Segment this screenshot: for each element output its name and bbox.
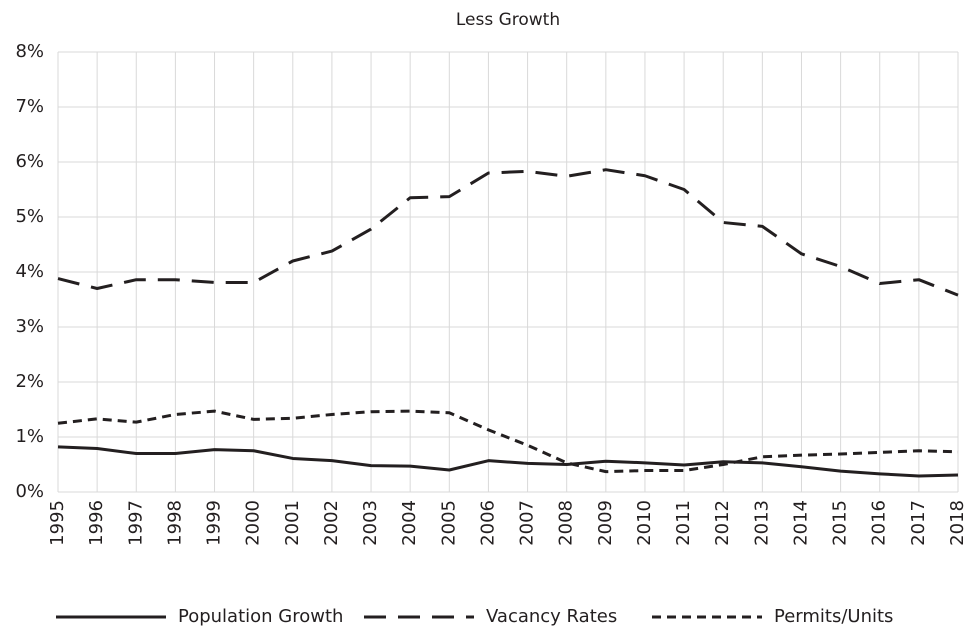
series-line bbox=[57, 409, 959, 474]
x-tick-label: 2002 bbox=[321, 500, 342, 546]
x-tick-label: 2007 bbox=[517, 500, 538, 546]
x-tick-label: 1996 bbox=[86, 500, 107, 546]
x-tick-label: 2011 bbox=[673, 500, 694, 546]
x-tick-label: 1998 bbox=[164, 500, 185, 546]
x-tick-label: 2000 bbox=[243, 500, 264, 546]
x-tick-label: 2006 bbox=[477, 500, 498, 546]
y-tick-label: 7% bbox=[15, 96, 44, 117]
x-tick-label: 2003 bbox=[360, 500, 381, 546]
y-tick-label: 5% bbox=[15, 206, 44, 227]
y-tick-label: 1% bbox=[15, 426, 44, 447]
y-tick-label: 2% bbox=[15, 371, 44, 392]
x-tick-label: 1999 bbox=[204, 500, 225, 546]
x-tick-label: 2008 bbox=[556, 500, 577, 546]
x-tick-label: 1995 bbox=[47, 500, 68, 546]
x-tick-label: 2001 bbox=[282, 500, 303, 546]
x-tick-label: 2016 bbox=[869, 500, 890, 546]
y-tick-label: 6% bbox=[15, 151, 44, 172]
x-tick-label: 2013 bbox=[751, 500, 772, 546]
x-tick-label: 2015 bbox=[830, 500, 851, 546]
y-tick-label: 4% bbox=[15, 261, 44, 282]
legend-label: Population Growth bbox=[178, 606, 343, 627]
y-tick-label: 8% bbox=[15, 41, 44, 62]
x-tick-label: 2005 bbox=[438, 500, 459, 546]
x-tick-label: 2014 bbox=[790, 500, 811, 546]
legend-label: Permits/Units bbox=[774, 606, 893, 627]
legend-label: Vacancy Rates bbox=[486, 606, 617, 627]
y-tick-label: 3% bbox=[15, 316, 44, 337]
x-tick-label: 1997 bbox=[125, 500, 146, 546]
x-tick-label: 2004 bbox=[399, 500, 420, 546]
series-line bbox=[57, 445, 959, 478]
y-tick-label: 0% bbox=[15, 481, 44, 502]
x-tick-label: 2009 bbox=[595, 500, 616, 546]
x-tick-label: 2018 bbox=[947, 500, 968, 546]
x-tick-label: 2017 bbox=[908, 500, 929, 546]
x-tick-label: 2012 bbox=[712, 500, 733, 546]
series-line bbox=[57, 168, 959, 297]
x-tick-label: 2010 bbox=[634, 500, 655, 546]
chart-title: Less Growth bbox=[456, 10, 560, 30]
